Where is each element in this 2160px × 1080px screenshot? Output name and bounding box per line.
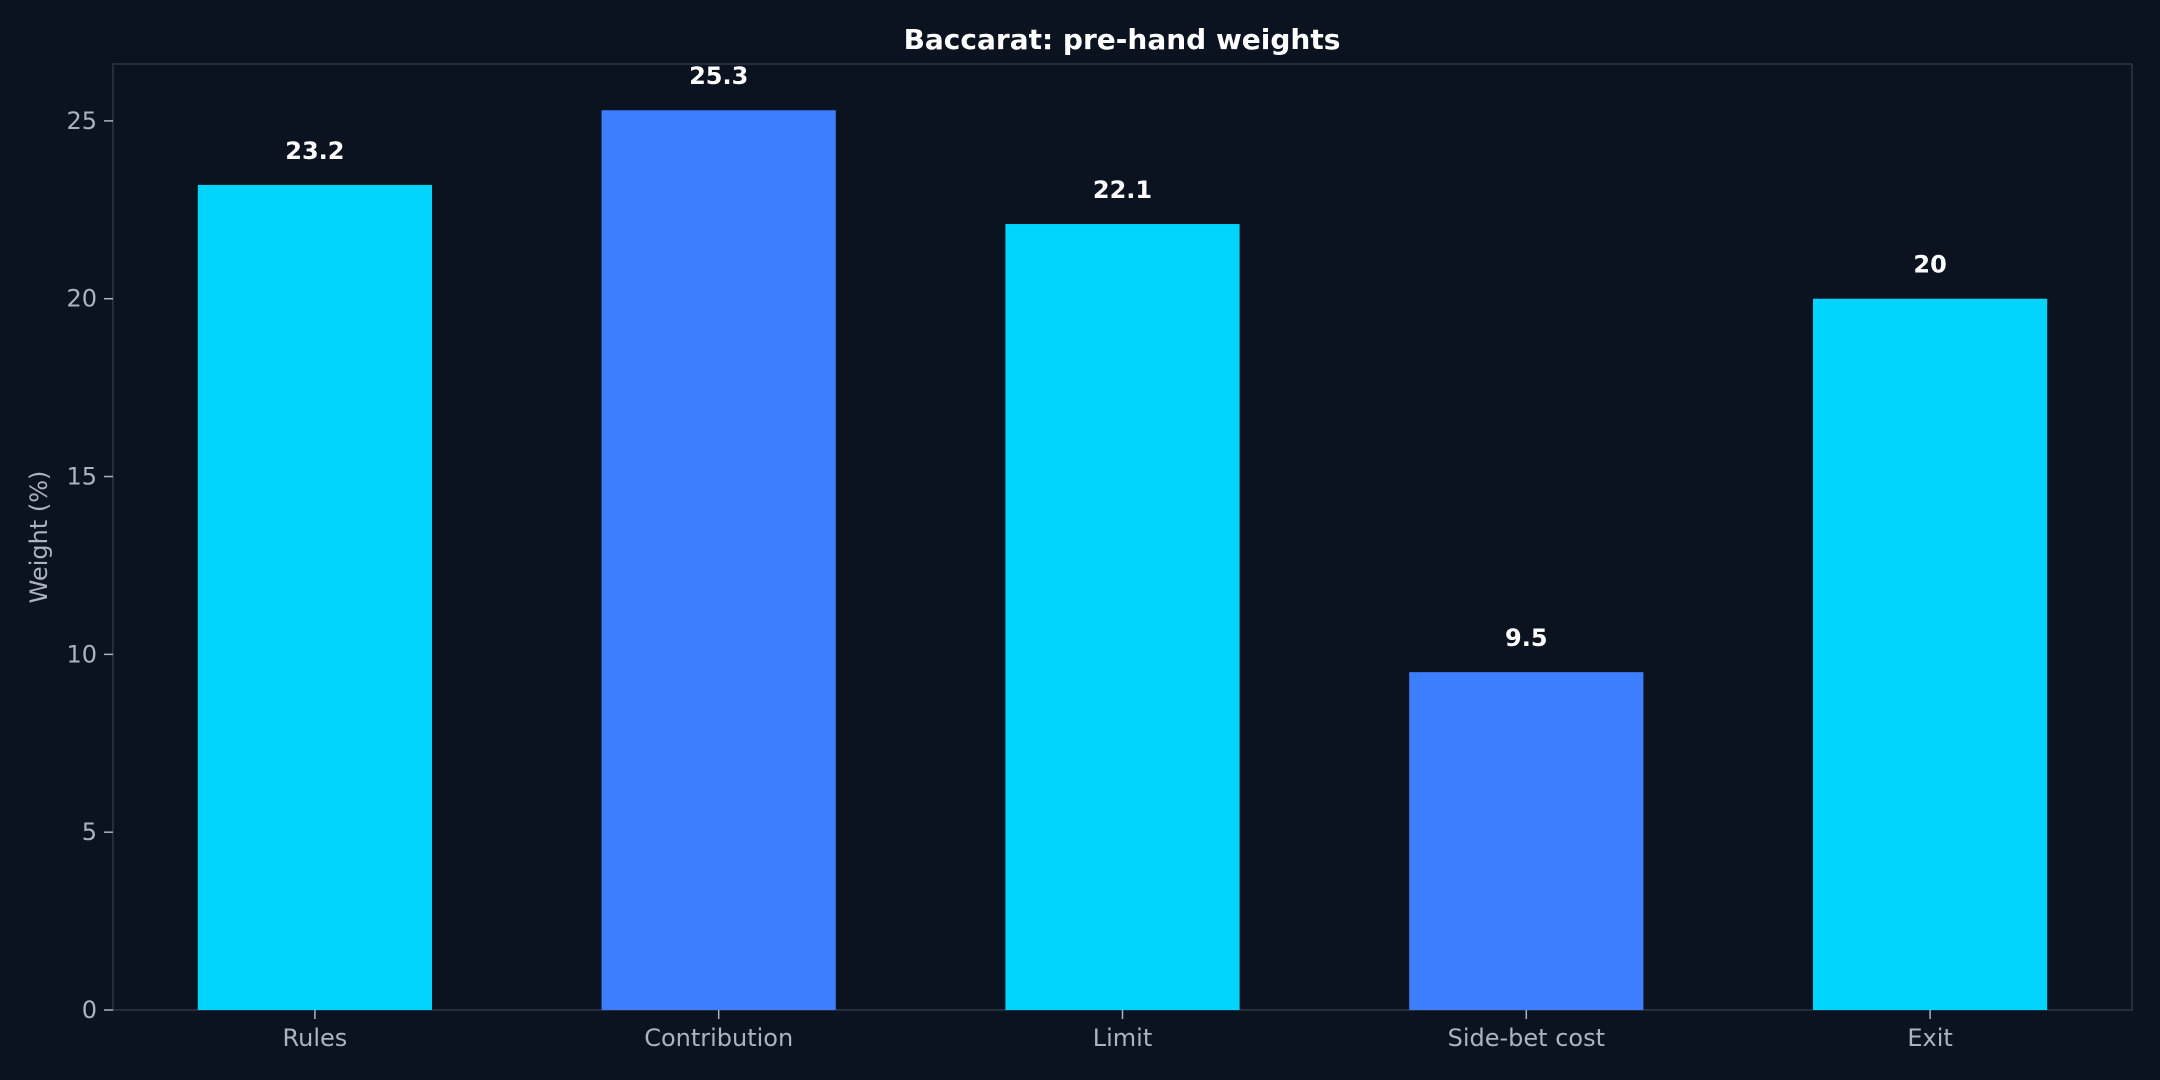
data-label: 22.1 — [1093, 176, 1152, 204]
chart-title: Baccarat: pre-hand weights — [904, 23, 1341, 56]
y-tick-label: 10 — [66, 640, 97, 668]
data-label: 23.2 — [285, 137, 344, 165]
y-tick-label: 15 — [66, 463, 97, 491]
bar-exit — [1812, 298, 2048, 1010]
y-axis-label: Weight (%) — [25, 471, 53, 604]
y-tick-label: 0 — [82, 996, 97, 1024]
bar-contribution — [601, 110, 836, 1010]
data-label: 20 — [1913, 251, 1946, 279]
x-tick-label: Limit — [1093, 1024, 1153, 1052]
data-label: 25.3 — [689, 62, 748, 90]
bar-rules — [197, 184, 433, 1010]
y-tick-label: 5 — [82, 818, 97, 846]
x-tick-label: Rules — [283, 1024, 348, 1052]
y-tick-label: 25 — [66, 107, 97, 135]
x-axis: Rules Contribution Limit Side-bet cost Exit — [283, 1010, 1953, 1052]
y-tick-label: 20 — [66, 285, 97, 313]
x-tick-label: Exit — [1907, 1024, 1952, 1052]
bars-group: 23.2 25.3 22.1 9.5 20 — [197, 62, 2048, 1010]
y-axis: 0 5 10 15 20 25 — [66, 107, 113, 1024]
x-tick-label: Side-bet cost — [1448, 1024, 1605, 1052]
bar-side-bet-cost — [1409, 672, 1644, 1010]
bar-limit — [1005, 224, 1240, 1010]
data-label: 9.5 — [1505, 624, 1548, 652]
x-tick-label: Contribution — [644, 1024, 793, 1052]
